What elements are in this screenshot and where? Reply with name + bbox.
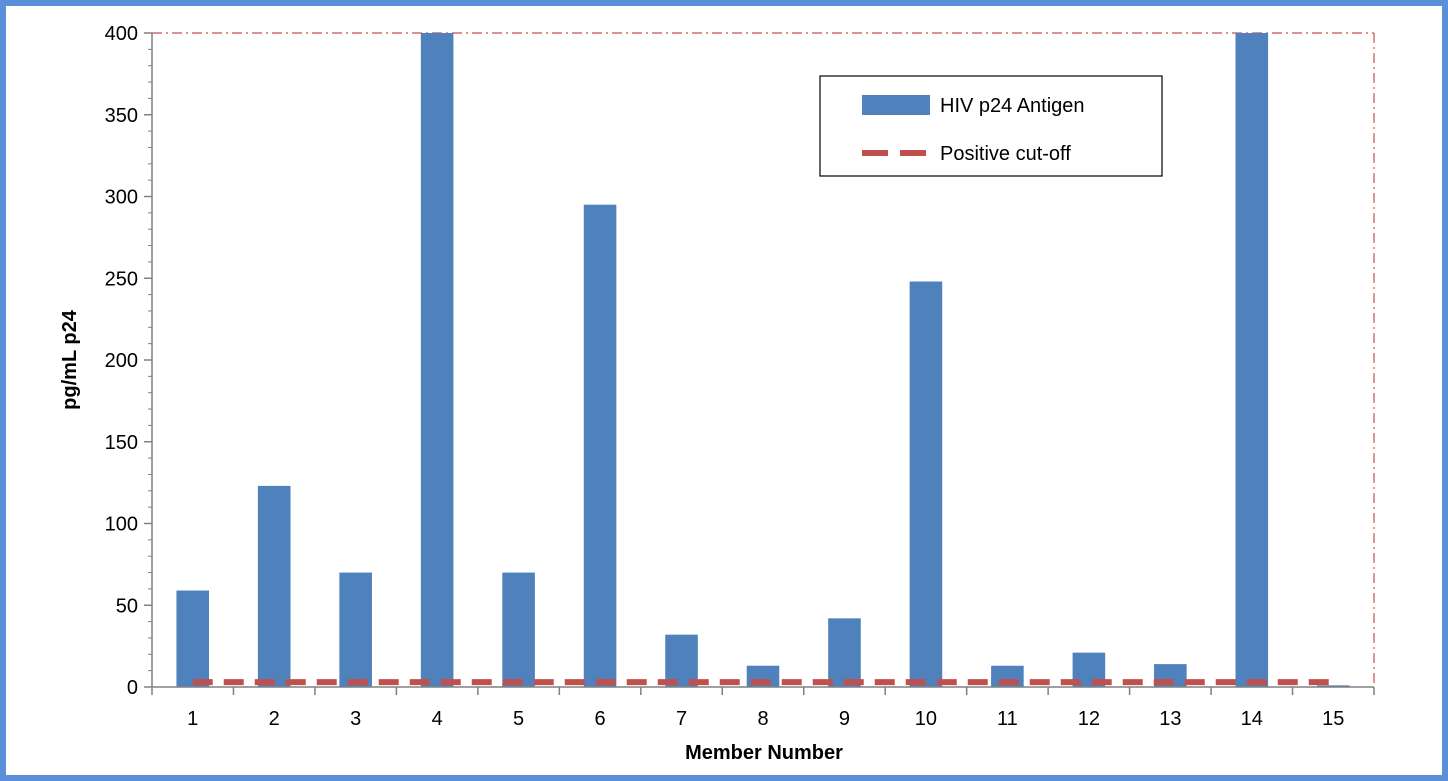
x-tick-label: 2 — [269, 708, 280, 730]
bar-member-15 — [1316, 685, 1350, 687]
bar-member-9 — [828, 618, 861, 687]
bars-group — [176, 33, 1350, 688]
x-axis-title: Member Number — [685, 742, 843, 764]
y-tick-label: 200 — [105, 350, 138, 372]
y-tick-label: 0 — [127, 677, 138, 699]
x-tick-label: 12 — [1078, 708, 1100, 730]
bar-member-14 — [1235, 33, 1269, 687]
x-tick-label: 6 — [595, 708, 606, 730]
x-tick-label: 5 — [513, 708, 524, 730]
y-tick-label: 400 — [105, 23, 138, 45]
x-tick-label: 8 — [757, 708, 768, 730]
y-axis-title: pg/mL p24 — [59, 309, 81, 410]
y-tick-label: 250 — [105, 268, 138, 290]
y-tick-label: 300 — [105, 187, 138, 209]
x-tick-label: 4 — [432, 708, 443, 730]
legend-swatch-bar — [862, 95, 930, 115]
x-tick-label: 7 — [676, 708, 687, 730]
x-tick-label: 15 — [1322, 708, 1344, 730]
y-tick-label: 50 — [116, 595, 138, 617]
bar-member-1 — [176, 590, 210, 687]
y-tick-labels: 0 50 100 150 200 250 300 350 400 — [105, 23, 138, 699]
legend-label-antigen: HIV p24 Antigen — [940, 95, 1085, 117]
x-tick-label: 10 — [915, 708, 937, 730]
x-tick-label: 13 — [1159, 708, 1181, 730]
x-tick-label: 9 — [839, 708, 850, 730]
x-tick-label: 3 — [350, 708, 361, 730]
bar-member-5 — [502, 572, 535, 687]
y-tick-label: 100 — [105, 514, 138, 536]
bar-member-4 — [420, 33, 454, 687]
legend: HIV p24 Antigen Positive cut-off — [819, 75, 1163, 177]
bar-member-6 — [583, 204, 617, 688]
x-tick-label: 14 — [1241, 708, 1263, 730]
legend-label-cutoff: Positive cut-off — [940, 143, 1071, 165]
bar-member-10 — [909, 281, 943, 687]
bar-member-2 — [257, 485, 291, 687]
x-tick-labels: 1 2 3 4 5 6 7 8 9 10 11 12 13 14 15 — [187, 708, 1344, 730]
bar-member-7 — [665, 634, 698, 687]
legend-box — [819, 75, 1163, 177]
plot-area-border — [152, 32, 1375, 687]
bar-member-3 — [339, 572, 372, 687]
y-tick-label: 350 — [105, 105, 138, 127]
x-tick-label: 11 — [997, 708, 1018, 730]
axes-group — [144, 32, 1375, 695]
y-tick-label: 150 — [105, 432, 138, 454]
x-tick-label: 1 — [187, 708, 198, 730]
